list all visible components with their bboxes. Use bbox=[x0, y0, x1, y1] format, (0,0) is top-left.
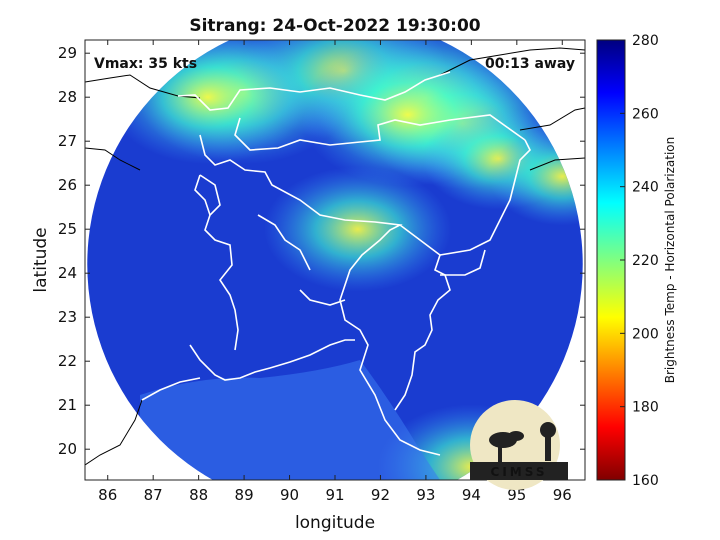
colorbar-tick-label: 240 bbox=[632, 180, 659, 196]
borders bbox=[141, 71, 531, 456]
colorbar-tick-label: 180 bbox=[632, 400, 659, 416]
y-tick-label: 23 bbox=[58, 308, 77, 326]
x-tick-label: 95 bbox=[507, 486, 526, 504]
y-tick-label: 22 bbox=[58, 352, 77, 370]
x-tick-label: 90 bbox=[280, 486, 299, 504]
colorbar-tick-label: 200 bbox=[632, 326, 659, 342]
y-tick-label: 29 bbox=[58, 44, 77, 62]
colorbar-tick-label: 220 bbox=[632, 253, 659, 269]
y-tick-label: 28 bbox=[58, 88, 77, 106]
y-tick-label: 20 bbox=[58, 440, 77, 458]
cold-region-8 bbox=[488, 127, 583, 226]
x-tick-label: 91 bbox=[325, 486, 344, 504]
y-tick-label: 25 bbox=[58, 220, 77, 238]
y-tick-label: 24 bbox=[58, 264, 77, 282]
colorbar: 160 180 200 220 240 260 280 Brightness Temp - … bbox=[596, 33, 677, 489]
colorbar-tick-label: 260 bbox=[632, 106, 659, 122]
x-tick-label: 92 bbox=[371, 486, 390, 504]
colorbar-tick-label: 280 bbox=[632, 33, 659, 49]
plot-area bbox=[85, 40, 585, 480]
y-tick-label: 21 bbox=[58, 396, 77, 414]
x-tick-label: 87 bbox=[144, 486, 163, 504]
sea-region bbox=[140, 360, 440, 480]
colorbar-tick-label: 160 bbox=[632, 473, 659, 489]
x-tick-label: 88 bbox=[189, 486, 208, 504]
svg-text:CIMSS: CIMSS bbox=[491, 465, 548, 479]
cold-region-5 bbox=[263, 166, 452, 292]
colorbar-label: Brightness Temp - Horizontal Polarizatio… bbox=[663, 137, 677, 384]
distance-annotation: 00:13 away bbox=[485, 56, 575, 72]
x-axis-label: longitude bbox=[295, 513, 375, 533]
y-tick-label: 27 bbox=[58, 132, 77, 150]
x-axis: 86 87 88 89 90 91 92 93 94 95 96 bbox=[98, 40, 572, 504]
x-tick-label: 89 bbox=[235, 486, 254, 504]
cimss-logo: CIMSS bbox=[470, 400, 568, 490]
x-tick-label: 96 bbox=[553, 486, 572, 504]
y-axis: 20 21 22 23 24 25 26 27 28 29 bbox=[58, 44, 585, 458]
y-tick-label: 26 bbox=[58, 176, 77, 194]
chart-title: Sitrang: 24-Oct-2022 19:30:00 bbox=[189, 16, 480, 36]
x-tick-label: 93 bbox=[416, 486, 435, 504]
y-axis-label: latitude bbox=[31, 227, 51, 292]
x-tick-label: 86 bbox=[98, 486, 117, 504]
x-tick-label: 94 bbox=[462, 486, 481, 504]
vmax-annotation: Vmax: 35 kts bbox=[94, 56, 197, 72]
